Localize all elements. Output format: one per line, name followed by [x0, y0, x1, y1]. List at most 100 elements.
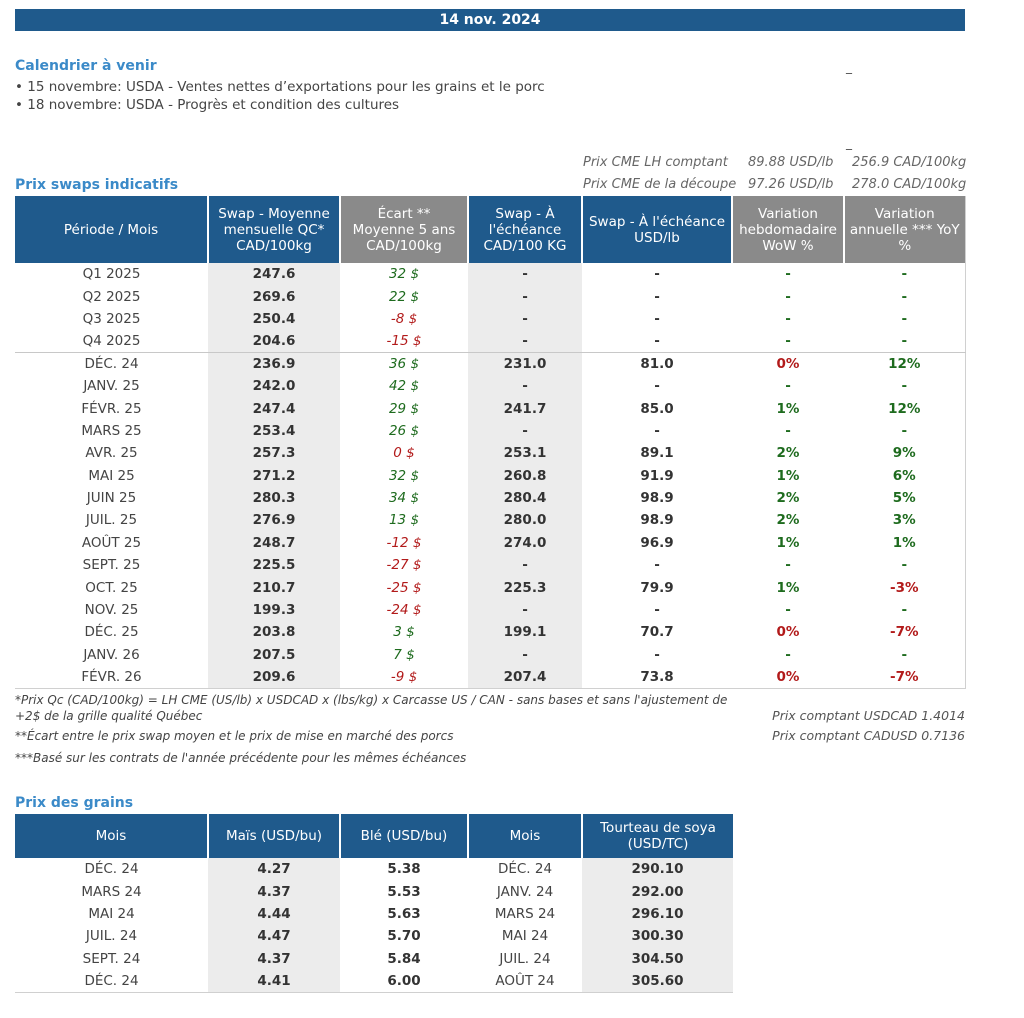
- gap-cell: 32 $: [388, 467, 420, 484]
- wheat-cell: 5.38: [387, 861, 421, 878]
- gap-cell: 3 $: [393, 624, 415, 641]
- month-cell: JUIL. 24: [499, 950, 551, 967]
- yoy-cell: -: [901, 378, 908, 395]
- header-corn: Maïs (USD/bu): [208, 814, 341, 858]
- cme-label: Prix CME LH comptant: [583, 155, 728, 170]
- swap-monthly-cell: 276.9: [208, 509, 340, 532]
- wow-cell: -: [785, 646, 791, 663]
- period-cell: OCT. 25: [85, 579, 138, 596]
- wow-cell: -: [785, 310, 791, 327]
- swap-cad-cell: 241.7: [468, 397, 582, 420]
- table-row: JUIL. 24 4.47 5.70 MAI 24 300.30: [15, 925, 733, 948]
- grains-title: Prix des grains: [15, 795, 134, 811]
- table-row: SEPT. 25 225.5 -27 $ - - - -: [15, 554, 965, 577]
- header-wow: Variation hebdomadaire WoW %: [732, 196, 845, 263]
- month-cell: AOÛT 24: [495, 972, 555, 989]
- usdcad-rate: Prix comptant USDCAD 1.4014: [772, 708, 965, 723]
- wow-cell: 2%: [776, 445, 800, 462]
- swap-cad-cell: 280.4: [468, 486, 582, 510]
- swap-monthly-cell: 247.6: [208, 263, 340, 286]
- period-cell: JANV. 26: [83, 646, 140, 663]
- soymeal-cell: 296.10: [582, 902, 733, 926]
- swap-monthly-cell: 271.2: [208, 464, 340, 487]
- gap-cell: -25 $: [386, 579, 422, 596]
- header-yoy: Variation annuelle *** YoY %: [844, 196, 965, 263]
- wow-cell: -: [785, 378, 791, 395]
- corn-cell: 4.47: [208, 925, 340, 948]
- gap-cell: 32 $: [388, 266, 420, 283]
- header-wheat: Blé (USD/bu): [340, 814, 469, 858]
- wheat-cell: 5.53: [387, 883, 421, 900]
- yoy-cell: -7%: [889, 668, 919, 685]
- table-row: FÉVR. 25 247.4 29 $ 241.7 85.0 1% 12%: [15, 397, 965, 420]
- swap-monthly-cell: 253.4: [208, 419, 340, 443]
- month-cell: DÉC. 24: [84, 861, 139, 878]
- yoy-cell: 9%: [892, 445, 916, 462]
- wow-cell: -: [785, 602, 791, 619]
- swap-usd-cell: -: [654, 288, 660, 305]
- yoy-cell: 6%: [892, 467, 916, 484]
- swap-monthly-cell: 248.7: [208, 531, 340, 555]
- table-row: NOV. 25 199.3 -24 $ - - - -: [15, 598, 965, 622]
- table-row: DÉC. 24 236.9 36 $231.0 81.0 0% 12%: [15, 352, 965, 375]
- wheat-cell: 6.00: [387, 972, 421, 989]
- header-swap-cad: Swap - À l'échéance CAD/100 KG: [468, 196, 583, 263]
- swap-monthly-cell: 242.0: [208, 374, 340, 398]
- swap-cad-cell: -: [468, 419, 582, 443]
- wow-cell: 1%: [776, 400, 800, 417]
- gap-cell: -12 $: [386, 534, 422, 551]
- table-row: SEPT. 24 4.37 5.84 JUIL. 24 304.50: [15, 947, 733, 970]
- swap-cad-cell: -: [468, 374, 582, 398]
- table-row: MAI 25 271.2 32 $ 260.8 91.9 1% 6%: [15, 464, 965, 487]
- swap-cad-cell: -: [468, 263, 582, 286]
- swap-monthly-cell: 199.3: [208, 598, 340, 622]
- table-row: MAI 24 4.44 5.63 MARS 24 296.10: [15, 902, 733, 926]
- calendar-title: Calendrier à venir: [15, 58, 157, 74]
- table-row: MARS 24 4.37 5.53 JANV. 24 292.00: [15, 880, 733, 903]
- soymeal-cell: 304.50: [582, 947, 733, 970]
- swap-usd-cell: -: [654, 422, 660, 439]
- swap-cad-cell: -: [468, 307, 582, 331]
- swap-cad-cell: 207.4: [468, 666, 582, 689]
- header-soymeal: Tourteau de soya (USD/TC): [582, 814, 733, 858]
- month-cell: MARS 24: [81, 883, 142, 900]
- month-cell: DÉC. 24: [84, 972, 139, 989]
- period-cell: DÉC. 24: [15, 352, 208, 375]
- wow-cell: 1%: [776, 579, 800, 596]
- swap-usd-cell: 98.9: [640, 490, 674, 507]
- table-row: JUIL. 25 276.9 13 $ 280.0 98.9 2% 3%: [15, 509, 965, 532]
- yoy-cell: 12%: [888, 400, 921, 417]
- wow-cell: 0%: [776, 668, 800, 685]
- swap-cad-cell: -: [468, 285, 582, 308]
- swap-usd-cell: -: [654, 333, 660, 350]
- table-row: FÉVR. 26 209.6 -9 $ 207.4 73.8 0% -7%: [15, 666, 965, 689]
- yoy-cell: -: [901, 333, 908, 350]
- swaps-table: Période / Mois Swap - Moyenne mensuelle …: [15, 196, 966, 689]
- cme-label: Prix CME de la découpe: [583, 177, 737, 192]
- wow-cell: 1%: [776, 534, 800, 551]
- swap-monthly-cell: 210.7: [208, 576, 340, 599]
- swap-cad-cell: 231.0: [468, 352, 582, 375]
- swap-usd-cell: -: [654, 310, 660, 327]
- gap-cell: -15 $: [386, 333, 422, 350]
- decorative-dash: _: [846, 136, 852, 150]
- swap-usd-cell: 89.1: [640, 445, 674, 462]
- swap-monthly-cell: 250.4: [208, 307, 340, 331]
- calendar-item: • 15 novembre: USDA - Ventes nettes d’ex…: [15, 79, 545, 95]
- wow-cell: 0%: [732, 352, 844, 375]
- swap-cad-cell: -: [468, 643, 582, 667]
- yoy-cell: -7%: [889, 624, 919, 641]
- swap-usd-cell: -: [654, 266, 660, 283]
- wheat-cell: 5.70: [387, 928, 421, 945]
- cadusd-rate: Prix comptant CADUSD 0.7136: [772, 728, 965, 743]
- footnote-gap: **Écart entre le prix swap moyen et le p…: [15, 729, 454, 743]
- swap-monthly-cell: 247.4: [208, 397, 340, 420]
- period-cell: NOV. 25: [84, 602, 139, 619]
- month-cell: JANV. 24: [496, 883, 554, 900]
- month-cell: SEPT. 24: [82, 950, 141, 967]
- gap-cell: -24 $: [386, 602, 422, 619]
- soymeal-cell: 305.60: [582, 969, 733, 993]
- yoy-cell: -: [901, 557, 908, 574]
- swap-cad-cell: 274.0: [468, 531, 582, 555]
- gap-cell: 34 $: [388, 490, 420, 507]
